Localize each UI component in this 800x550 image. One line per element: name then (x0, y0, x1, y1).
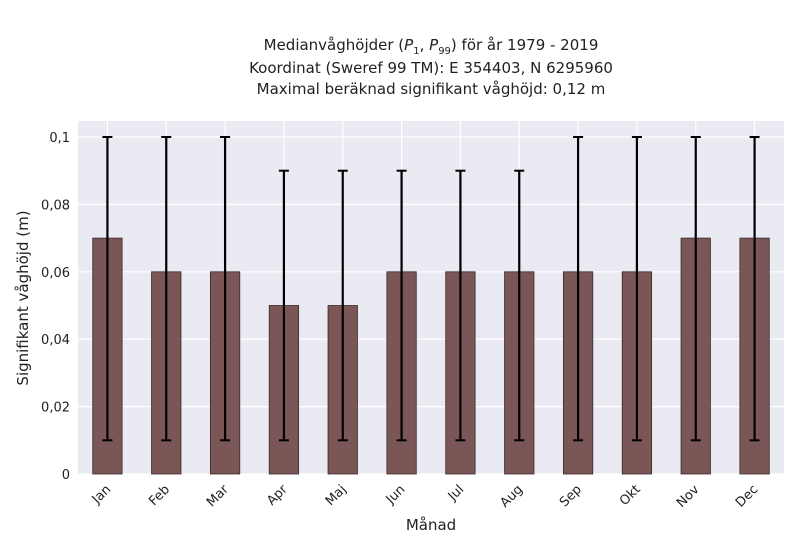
y-tick-label: 0,04 (41, 333, 70, 348)
x-tick-label: Dec (733, 482, 761, 510)
x-tick-label: Sep (557, 482, 585, 510)
x-tick-label: Aug (498, 482, 527, 511)
x-axis-label: Månad (405, 516, 457, 534)
chart-title-line-3: Maximal beräknad signifikant våghöjd: 0,… (256, 80, 606, 98)
x-tick-label: Feb (146, 482, 173, 509)
chart-title-line-2: Koordinat (Sweref 99 TM): E 354403, N 62… (249, 59, 613, 77)
x-tick-label: Maj (323, 482, 350, 509)
x-tick-label: Jun (383, 482, 409, 508)
y-tick-label: 0,08 (41, 198, 70, 213)
chart-title-line-1: Medianvåghöjder (P1, P99) för år 1979 - … (263, 36, 599, 57)
x-tick-label: Apr (264, 482, 291, 509)
y-tick-label: 0,1 (49, 131, 70, 146)
x-tick-label: Okt (617, 482, 644, 509)
y-axis-label: Signifikant våghöjd (m) (14, 210, 32, 386)
y-tick-label: 0,06 (41, 266, 70, 281)
y-tick-label: 0 (62, 468, 70, 483)
plot-area (78, 121, 784, 474)
x-tick-label: Jul (445, 482, 467, 504)
x-tick-label: Mar (204, 482, 232, 510)
x-tick-label: Nov (674, 482, 703, 511)
x-tick-label: Jan (89, 482, 114, 507)
y-tick-label: 0,02 (41, 401, 70, 416)
